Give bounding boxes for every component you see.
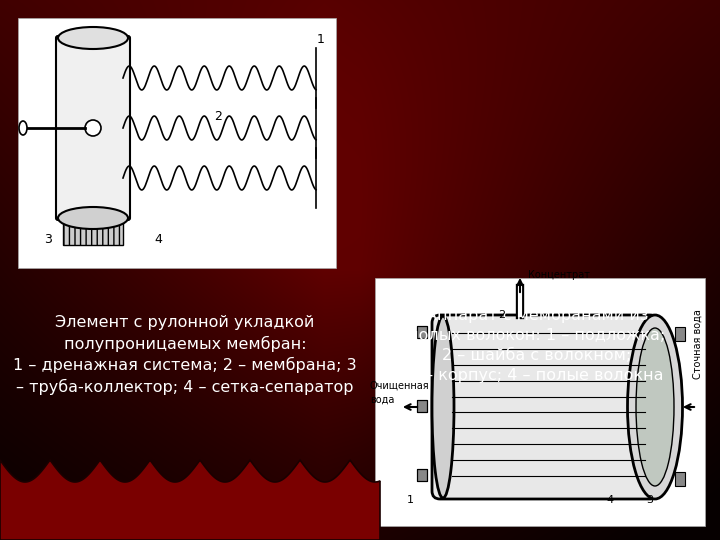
Text: Концентрат: Концентрат [528,270,590,280]
Text: 1: 1 [317,33,325,46]
Bar [675,472,685,486]
Text: 4: 4 [154,233,162,246]
Text: Элемент с рулонной укладкой
полупроницаемых мембран:
1 – дренажная система; 2 – : Элемент с рулонной укладкой полупроницае… [13,315,357,395]
Ellipse shape [85,120,101,136]
Text: 2: 2 [498,310,505,320]
Text: 4: 4 [606,495,613,505]
Ellipse shape [19,121,27,135]
Text: 3: 3 [44,233,52,246]
Text: 1: 1 [407,495,413,505]
Text: 3: 3 [647,495,654,505]
Polygon shape [0,460,380,540]
Ellipse shape [58,207,128,229]
Text: Очищенная: Очищенная [370,381,430,391]
Bar [675,327,685,341]
FancyBboxPatch shape [375,278,705,526]
Bar [417,469,427,481]
Bar [417,400,427,412]
Bar [417,326,427,338]
FancyBboxPatch shape [432,315,658,499]
Text: Аппарат с мембранами из
полых волокон: 1 – подложка;
2 – шайба с волокном;
3 – к: Аппарат с мембранами из полых волокон: 1… [408,307,665,383]
FancyBboxPatch shape [18,18,336,268]
Ellipse shape [628,315,683,499]
Ellipse shape [636,328,674,486]
Ellipse shape [58,27,128,49]
Bar [417,400,427,412]
Bar [417,326,427,338]
FancyBboxPatch shape [56,36,130,220]
Text: Сточная вода: Сточная вода [693,309,703,379]
Bar [417,469,427,481]
Ellipse shape [432,316,454,498]
Text: 2: 2 [214,110,222,123]
Text: вода: вода [370,395,395,405]
FancyBboxPatch shape [63,223,123,245]
